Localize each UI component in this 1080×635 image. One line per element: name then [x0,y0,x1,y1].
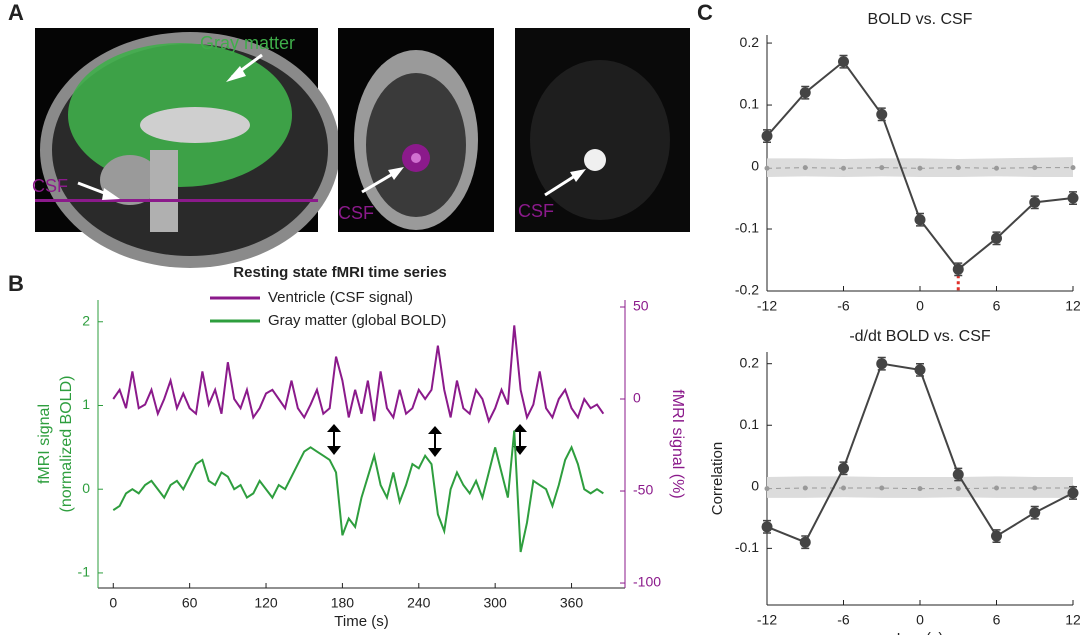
series-line [112,430,604,553]
y-tick-label: 0.1 [740,96,760,112]
image-label: CSF [338,203,374,223]
x-tick-label: 300 [483,595,507,611]
x-tick-label: 360 [560,595,584,611]
mri-axial [338,28,494,232]
x-tick-label: 6 [993,298,1001,314]
panel-label: A [8,0,24,25]
null-point [841,165,846,171]
y2-axis-label: fMRI signal (%) [669,389,686,498]
x-tick-label: 180 [331,595,355,611]
null-point [994,165,999,171]
x-tick-label: 120 [254,595,278,611]
x-tick-label: 12 [1065,298,1080,314]
data-point [799,87,811,99]
x-tick-label: 0 [109,595,117,611]
image-label: CSF [32,176,68,196]
data-point [1067,487,1079,499]
data-point [761,130,773,142]
series-line [112,325,605,424]
series-line [766,362,1074,544]
data-point [1029,507,1041,519]
x-axis-label: Time (s) [334,613,388,630]
null-point [955,486,961,492]
x-tick-label: 240 [407,595,431,611]
y-tick-label: -0.1 [735,220,759,236]
y-tick-label: 2 [82,312,90,328]
panel-label: B [8,271,24,296]
mri-sagittal [35,28,340,268]
y-tick-label: 50 [633,298,649,314]
data-point [914,364,926,376]
x-axis-label: Lag (s) [897,630,944,635]
y-tick-label: 0 [82,480,90,496]
null-point [764,165,770,171]
null-point [879,165,885,171]
chart-title: BOLD vs. CSF [868,11,973,28]
y-tick-label: 0 [751,478,759,494]
x-tick-label: 0 [916,298,924,314]
null-point [1032,485,1038,491]
data-point [761,521,773,533]
x-tick-label: 0 [916,612,924,628]
null-point [917,165,923,171]
data-point [952,263,964,275]
data-point [991,232,1002,244]
y-tick-label: -100 [633,574,661,590]
null-point [955,165,961,171]
null-point [994,485,999,491]
y-tick-label: 0 [633,390,641,406]
null-point [764,486,770,492]
null-point [879,485,885,491]
y-axis-label: (normalized BOLD) [58,376,75,513]
y-tick-label: 0.1 [740,416,760,432]
x-tick-label: -6 [837,612,850,628]
y-tick-label: 1 [82,396,90,412]
data-point [838,462,849,474]
null-point [1032,165,1038,171]
null-point [841,485,846,491]
x-tick-label: 12 [1065,612,1080,628]
null-point [802,165,808,171]
data-point [876,108,888,120]
panel-label: C [697,0,713,25]
y-tick-label: -0.2 [735,282,759,298]
data-point [914,214,926,226]
y-axis-label: Correlation [709,442,726,515]
y-tick-label: -0.1 [735,539,759,555]
data-point [838,56,849,68]
y-tick-label: -1 [78,564,91,580]
chart-title: Resting state fMRI time series [233,264,446,281]
image-label: Gray matter [200,33,295,53]
data-point [876,358,888,370]
null-point [802,485,808,491]
y-tick-label: -50 [633,482,653,498]
y-tick-label: 0.2 [740,354,760,370]
x-tick-label: -12 [757,612,777,628]
chart-title: -d/dt BOLD vs. CSF [849,328,991,345]
y-axis-label: fMRI signal [36,404,53,484]
null-point [917,486,923,492]
data-point [799,536,811,548]
data-point [1067,192,1079,204]
y-tick-label: 0 [751,158,759,174]
null-point [1070,165,1076,171]
image-label: CSF [518,201,554,221]
legend-label: Gray matter (global BOLD) [268,312,446,329]
event-arrows [327,424,527,457]
data-point [952,468,964,480]
x-tick-label: -6 [837,298,850,314]
x-tick-label: 6 [993,612,1001,628]
legend-label: Ventricle (CSF signal) [268,289,413,306]
y-tick-label: 0.2 [740,34,760,50]
data-point [991,530,1002,542]
x-tick-label: -12 [757,298,777,314]
mri-csf-map [515,28,690,232]
x-tick-label: 60 [182,595,198,611]
data-point [1029,196,1041,208]
